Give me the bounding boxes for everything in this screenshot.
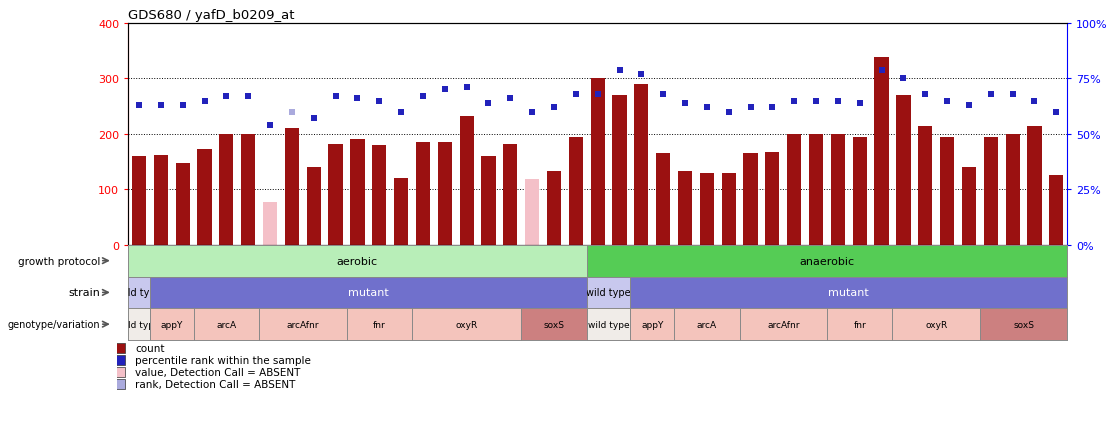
- Text: oxyR: oxyR: [925, 320, 947, 329]
- Bar: [372, 145, 387, 245]
- Bar: [285, 129, 299, 245]
- Text: appY: appY: [160, 320, 183, 329]
- Bar: [438, 143, 452, 245]
- Bar: [961, 168, 976, 245]
- Bar: [940, 137, 955, 245]
- Bar: [1006, 135, 1019, 245]
- Bar: [809, 135, 823, 245]
- Bar: [1049, 176, 1064, 245]
- Bar: [897, 96, 910, 245]
- Text: oxyR: oxyR: [456, 320, 478, 329]
- Bar: [547, 171, 561, 245]
- Bar: [634, 85, 648, 245]
- Text: mutant: mutant: [829, 288, 869, 298]
- Bar: [176, 163, 189, 245]
- Bar: [569, 137, 583, 245]
- Text: rank, Detection Call = ABSENT: rank, Detection Call = ABSENT: [136, 379, 295, 389]
- Text: fnr: fnr: [373, 320, 385, 329]
- Bar: [743, 154, 758, 245]
- Bar: [590, 79, 605, 245]
- Bar: [241, 135, 255, 245]
- Text: soxS: soxS: [1013, 320, 1034, 329]
- Bar: [918, 126, 932, 245]
- Bar: [700, 173, 714, 245]
- Text: wild type: wild type: [588, 320, 629, 329]
- Bar: [154, 155, 168, 245]
- Text: arcA: arcA: [696, 320, 717, 329]
- Text: genotype/variation: genotype/variation: [8, 319, 100, 329]
- Text: appY: appY: [641, 320, 664, 329]
- Text: GDS680 / yafD_b0209_at: GDS680 / yafD_b0209_at: [128, 9, 294, 22]
- Bar: [504, 145, 517, 245]
- Bar: [394, 179, 408, 245]
- Text: arcAfnr: arcAfnr: [286, 320, 319, 329]
- Text: arcAfnr: arcAfnr: [768, 320, 800, 329]
- Bar: [329, 145, 343, 245]
- Bar: [481, 157, 496, 245]
- Text: count: count: [136, 343, 165, 353]
- Bar: [306, 168, 321, 245]
- Bar: [984, 137, 998, 245]
- Text: soxS: soxS: [544, 320, 565, 329]
- Text: value, Detection Call = ABSENT: value, Detection Call = ABSENT: [136, 367, 301, 377]
- Text: fnr: fnr: [853, 320, 866, 329]
- Bar: [350, 140, 364, 245]
- Bar: [460, 117, 473, 245]
- Bar: [131, 157, 146, 245]
- Bar: [852, 137, 867, 245]
- Bar: [656, 154, 671, 245]
- Bar: [219, 135, 234, 245]
- Bar: [788, 135, 801, 245]
- Text: aerobic: aerobic: [336, 256, 378, 266]
- Text: mutant: mutant: [348, 288, 389, 298]
- Bar: [874, 58, 889, 245]
- Bar: [197, 150, 212, 245]
- Text: percentile rank within the sample: percentile rank within the sample: [136, 355, 311, 365]
- Text: growth protocol: growth protocol: [18, 256, 100, 266]
- Text: wild type: wild type: [117, 288, 162, 298]
- Bar: [1027, 126, 1042, 245]
- Text: wild type: wild type: [118, 320, 159, 329]
- Text: strain: strain: [68, 288, 100, 298]
- Bar: [525, 180, 539, 245]
- Bar: [722, 173, 735, 245]
- Text: arcA: arcA: [216, 320, 236, 329]
- Bar: [613, 96, 626, 245]
- Text: wild type: wild type: [586, 288, 631, 298]
- Bar: [831, 135, 846, 245]
- Bar: [765, 152, 780, 245]
- Text: anaerobic: anaerobic: [800, 256, 854, 266]
- Bar: [416, 143, 430, 245]
- Bar: [678, 171, 692, 245]
- Bar: [263, 202, 277, 245]
